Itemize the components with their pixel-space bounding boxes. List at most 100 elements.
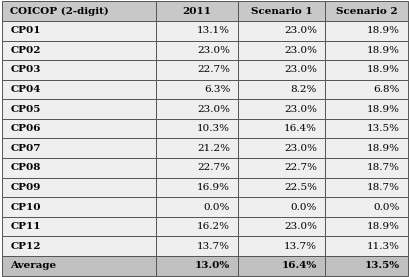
Bar (2, 40, 155, 60)
Bar (2, 197, 155, 217)
Bar (324, 178, 407, 197)
Bar (324, 217, 407, 237)
Text: CP12: CP12 (10, 242, 40, 251)
Text: 11.3%: 11.3% (366, 242, 399, 251)
Bar (324, 21, 407, 40)
Bar (238, 1, 324, 21)
Bar (238, 138, 324, 158)
Bar (324, 99, 407, 119)
Bar (155, 21, 238, 40)
Bar (238, 119, 324, 138)
Text: CP03: CP03 (10, 65, 40, 75)
Text: 13.5%: 13.5% (366, 124, 399, 133)
Bar (2, 21, 155, 40)
Text: 23.0%: 23.0% (283, 26, 316, 35)
Text: 23.0%: 23.0% (283, 144, 316, 153)
Text: COICOP (2-digit): COICOP (2-digit) (10, 7, 109, 16)
Text: 23.0%: 23.0% (283, 222, 316, 231)
Text: CP11: CP11 (10, 222, 40, 231)
Bar (2, 138, 155, 158)
Bar (2, 60, 155, 80)
Text: 23.0%: 23.0% (197, 46, 229, 55)
Text: 0.0%: 0.0% (373, 202, 399, 212)
Text: 6.8%: 6.8% (373, 85, 399, 94)
Bar (238, 99, 324, 119)
Bar (155, 80, 238, 99)
Text: Scenario 2: Scenario 2 (335, 7, 396, 16)
Text: 13.0%: 13.0% (194, 261, 229, 270)
Text: Average: Average (10, 261, 56, 270)
Bar (238, 237, 324, 256)
Bar (155, 158, 238, 178)
Text: 13.5%: 13.5% (364, 261, 399, 270)
Text: 18.9%: 18.9% (366, 105, 399, 114)
Text: 16.2%: 16.2% (197, 222, 229, 231)
Text: 13.7%: 13.7% (197, 242, 229, 251)
Text: 21.2%: 21.2% (197, 144, 229, 153)
Bar (238, 158, 324, 178)
Bar (2, 1, 155, 21)
Bar (155, 197, 238, 217)
Bar (238, 197, 324, 217)
Bar (155, 60, 238, 80)
Text: 2011: 2011 (182, 7, 211, 16)
Text: 0.0%: 0.0% (203, 202, 229, 212)
Bar (324, 1, 407, 21)
Text: 23.0%: 23.0% (283, 46, 316, 55)
Bar (2, 158, 155, 178)
Bar (155, 138, 238, 158)
Bar (2, 256, 155, 276)
Text: CP05: CP05 (10, 105, 40, 114)
Text: 23.0%: 23.0% (197, 105, 229, 114)
Text: CP07: CP07 (10, 144, 40, 153)
Bar (155, 119, 238, 138)
Bar (324, 138, 407, 158)
Bar (238, 60, 324, 80)
Text: 13.1%: 13.1% (197, 26, 229, 35)
Bar (324, 158, 407, 178)
Bar (324, 197, 407, 217)
Text: 16.4%: 16.4% (281, 261, 316, 270)
Text: 23.0%: 23.0% (283, 65, 316, 75)
Bar (2, 80, 155, 99)
Bar (155, 237, 238, 256)
Text: 22.7%: 22.7% (197, 65, 229, 75)
Text: 18.9%: 18.9% (366, 46, 399, 55)
Text: 22.7%: 22.7% (197, 163, 229, 172)
Bar (238, 21, 324, 40)
Text: 18.9%: 18.9% (366, 222, 399, 231)
Bar (2, 99, 155, 119)
Text: CP02: CP02 (10, 46, 40, 55)
Bar (238, 80, 324, 99)
Text: 0.0%: 0.0% (290, 202, 316, 212)
Text: CP09: CP09 (10, 183, 40, 192)
Bar (2, 237, 155, 256)
Text: 13.7%: 13.7% (283, 242, 316, 251)
Text: CP08: CP08 (10, 163, 40, 172)
Bar (155, 256, 238, 276)
Bar (324, 60, 407, 80)
Text: CP01: CP01 (10, 26, 40, 35)
Bar (155, 1, 238, 21)
Text: 6.3%: 6.3% (203, 85, 229, 94)
Text: CP10: CP10 (10, 202, 40, 212)
Text: CP06: CP06 (10, 124, 40, 133)
Bar (324, 237, 407, 256)
Bar (2, 119, 155, 138)
Text: Scenario 1: Scenario 1 (250, 7, 312, 16)
Text: 22.7%: 22.7% (283, 163, 316, 172)
Bar (2, 217, 155, 237)
Bar (238, 178, 324, 197)
Text: 16.9%: 16.9% (197, 183, 229, 192)
Text: 18.9%: 18.9% (366, 144, 399, 153)
Text: 18.9%: 18.9% (366, 65, 399, 75)
Text: CP04: CP04 (10, 85, 40, 94)
Bar (155, 178, 238, 197)
Text: 22.5%: 22.5% (283, 183, 316, 192)
Text: 8.2%: 8.2% (290, 85, 316, 94)
Bar (238, 217, 324, 237)
Text: 18.9%: 18.9% (366, 26, 399, 35)
Bar (238, 256, 324, 276)
Text: 16.4%: 16.4% (283, 124, 316, 133)
Bar (324, 40, 407, 60)
